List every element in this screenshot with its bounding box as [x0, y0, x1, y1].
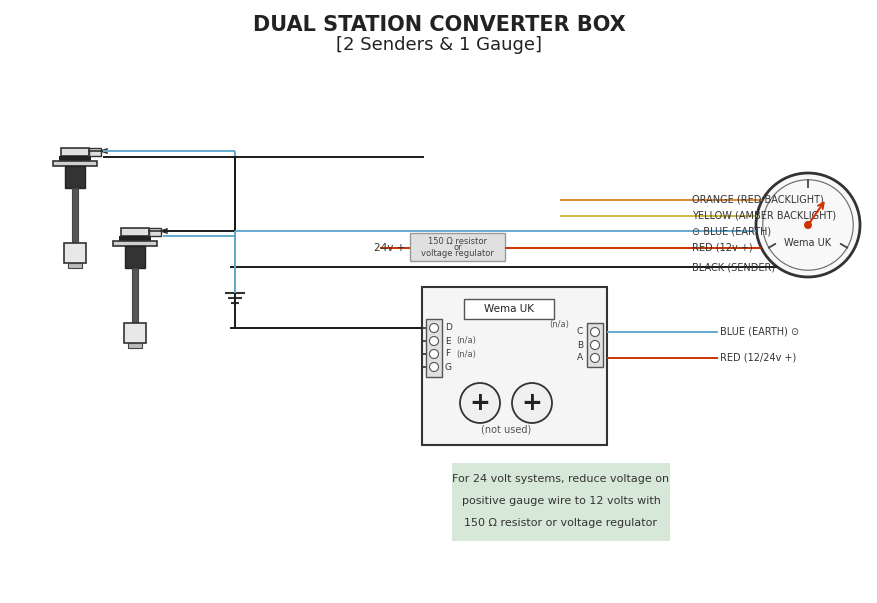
Text: C: C [576, 327, 582, 336]
Text: F: F [445, 350, 450, 359]
Circle shape [590, 341, 599, 350]
FancyBboxPatch shape [53, 161, 96, 166]
Text: RED (12v +): RED (12v +) [691, 243, 752, 253]
Text: 150 Ω resistor or voltage regulator: 150 Ω resistor or voltage regulator [464, 518, 657, 528]
Text: [2 Senders & 1 Gauge]: [2 Senders & 1 Gauge] [336, 36, 541, 54]
Circle shape [590, 327, 599, 336]
Circle shape [511, 383, 552, 423]
FancyBboxPatch shape [72, 188, 78, 243]
Text: voltage regulator: voltage regulator [421, 250, 494, 259]
Text: E: E [445, 336, 450, 346]
Circle shape [429, 362, 438, 371]
Text: D: D [445, 323, 452, 332]
Text: +: + [469, 391, 490, 415]
FancyBboxPatch shape [452, 463, 669, 541]
FancyBboxPatch shape [68, 263, 82, 268]
Circle shape [803, 221, 811, 229]
FancyBboxPatch shape [61, 148, 89, 156]
Text: For 24 volt systems, reduce voltage on: For 24 volt systems, reduce voltage on [452, 474, 669, 484]
Text: or: or [453, 242, 461, 251]
FancyBboxPatch shape [124, 323, 146, 343]
FancyBboxPatch shape [59, 156, 91, 161]
Text: A: A [576, 353, 582, 362]
Text: RED (12/24v +): RED (12/24v +) [719, 353, 795, 363]
Circle shape [755, 173, 859, 277]
Circle shape [429, 323, 438, 332]
Text: (n/a): (n/a) [548, 320, 568, 329]
Circle shape [429, 336, 438, 346]
Text: 150 Ω resistor: 150 Ω resistor [427, 236, 487, 245]
FancyBboxPatch shape [410, 233, 504, 261]
FancyBboxPatch shape [128, 343, 142, 348]
FancyBboxPatch shape [587, 323, 602, 367]
FancyBboxPatch shape [89, 148, 101, 156]
FancyBboxPatch shape [463, 299, 553, 319]
Text: 24v +: 24v + [374, 243, 404, 253]
FancyBboxPatch shape [425, 319, 441, 377]
Text: +: + [521, 391, 542, 415]
FancyBboxPatch shape [64, 243, 86, 263]
FancyBboxPatch shape [149, 228, 160, 236]
Text: (not used): (not used) [481, 424, 531, 434]
Text: G: G [445, 362, 452, 371]
Circle shape [590, 353, 599, 362]
FancyBboxPatch shape [119, 236, 151, 241]
Text: (n/a): (n/a) [455, 336, 475, 346]
FancyBboxPatch shape [132, 268, 138, 323]
Text: Wema UK: Wema UK [483, 304, 533, 314]
Text: DUAL STATION CONVERTER BOX: DUAL STATION CONVERTER BOX [253, 15, 624, 35]
FancyBboxPatch shape [422, 287, 606, 445]
FancyBboxPatch shape [121, 228, 149, 236]
Text: positive gauge wire to 12 volts with: positive gauge wire to 12 volts with [461, 496, 660, 506]
Circle shape [460, 383, 499, 423]
Text: ORANGE (RED BACKLIGHT): ORANGE (RED BACKLIGHT) [691, 195, 823, 205]
Text: BLACK (SENDER): BLACK (SENDER) [691, 262, 774, 272]
Text: Wema UK: Wema UK [783, 238, 831, 248]
FancyBboxPatch shape [125, 246, 145, 268]
FancyBboxPatch shape [113, 241, 157, 246]
Text: ⊙ BLUE (EARTH): ⊙ BLUE (EARTH) [691, 226, 770, 236]
Text: YELLOW (AMBER BACKLIGHT): YELLOW (AMBER BACKLIGHT) [691, 211, 835, 221]
Text: BLUE (EARTH) ⊙: BLUE (EARTH) ⊙ [719, 327, 798, 337]
Circle shape [762, 180, 852, 270]
Text: B: B [576, 341, 582, 350]
Circle shape [429, 350, 438, 359]
FancyBboxPatch shape [65, 166, 85, 188]
Text: (n/a): (n/a) [455, 350, 475, 359]
